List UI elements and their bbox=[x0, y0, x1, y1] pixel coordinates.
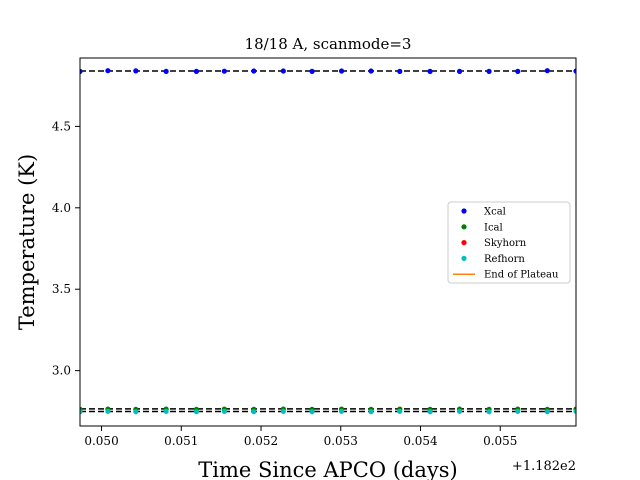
x-tick-label: 0.052 bbox=[244, 434, 278, 448]
x-tick-label: 0.053 bbox=[324, 434, 358, 448]
point-xcal bbox=[544, 68, 550, 74]
legend-marker-xcal bbox=[461, 208, 467, 214]
point-refhorn bbox=[80, 409, 83, 415]
point-refhorn bbox=[280, 408, 286, 414]
x-tick-label: 0.055 bbox=[483, 434, 517, 448]
point-xcal bbox=[251, 68, 257, 74]
x-offset-label: +1.182e2 bbox=[512, 459, 576, 474]
axes: 0.050 0.051 0.052 0.053 0.054 0.055 3.0 3.5 4.0 4… bbox=[52, 57, 577, 448]
point-xcal bbox=[193, 68, 200, 74]
point-refhorn bbox=[221, 408, 227, 414]
point-xcal bbox=[163, 68, 169, 74]
legend-box bbox=[447, 201, 571, 284]
point-xcal bbox=[105, 68, 111, 74]
x-tick-label: 0.051 bbox=[164, 434, 198, 448]
point-xcal bbox=[456, 68, 463, 74]
point-xcal bbox=[397, 68, 403, 74]
legend: Xcal Ical Skyhorn Refhorn End of Plateau bbox=[447, 201, 571, 284]
plot-frame bbox=[79, 57, 577, 427]
point-xcal bbox=[515, 68, 521, 74]
legend-label: Refhorn bbox=[484, 254, 525, 265]
point-refhorn bbox=[251, 409, 257, 415]
point-xcal bbox=[368, 68, 374, 74]
data-marks bbox=[80, 68, 576, 415]
point-xcal bbox=[573, 68, 576, 74]
legend-label: Skyhorn bbox=[484, 238, 527, 249]
point-refhorn bbox=[309, 409, 315, 415]
point-xcal bbox=[309, 68, 315, 74]
x-axis-label: Time Since APCO (days) bbox=[198, 458, 457, 480]
y-tick-label: 3.5 bbox=[52, 282, 71, 296]
point-refhorn bbox=[573, 408, 576, 414]
point-refhorn bbox=[456, 408, 463, 414]
x-tick-label: 0.054 bbox=[403, 434, 438, 448]
y-tick-label: 3.0 bbox=[52, 364, 71, 378]
legend-marker-refhorn bbox=[461, 255, 467, 261]
point-refhorn bbox=[133, 409, 139, 415]
legend-marker-skyhorn bbox=[461, 240, 467, 246]
point-refhorn bbox=[163, 408, 169, 414]
point-xcal bbox=[221, 68, 227, 74]
point-xcal bbox=[133, 68, 139, 74]
y-tick-label: 4.0 bbox=[52, 201, 71, 215]
point-refhorn bbox=[368, 409, 374, 415]
point-refhorn bbox=[338, 408, 345, 414]
point-refhorn bbox=[515, 408, 521, 414]
point-xcal bbox=[280, 68, 286, 74]
point-xcal bbox=[427, 68, 433, 74]
legend-label: Ical bbox=[484, 222, 503, 233]
chart-title: 18/18 A, scanmode=3 bbox=[245, 35, 412, 53]
x-tick-label: 0.050 bbox=[84, 434, 118, 448]
legend-marker-ical bbox=[461, 224, 467, 230]
point-refhorn bbox=[486, 409, 492, 415]
point-xcal bbox=[338, 68, 345, 74]
point-refhorn bbox=[397, 408, 403, 414]
y-axis-label: Temperature (K) bbox=[15, 154, 39, 330]
point-refhorn bbox=[105, 408, 111, 414]
plot-area bbox=[80, 68, 576, 415]
legend-label: Xcal bbox=[484, 207, 506, 218]
y-tick-label: 4.5 bbox=[52, 119, 71, 133]
point-refhorn bbox=[544, 409, 550, 415]
point-xcal bbox=[80, 68, 83, 74]
legend-label: End of Plateau bbox=[484, 270, 559, 281]
point-refhorn bbox=[427, 409, 433, 415]
point-xcal bbox=[486, 68, 492, 74]
point-refhorn bbox=[193, 409, 200, 415]
